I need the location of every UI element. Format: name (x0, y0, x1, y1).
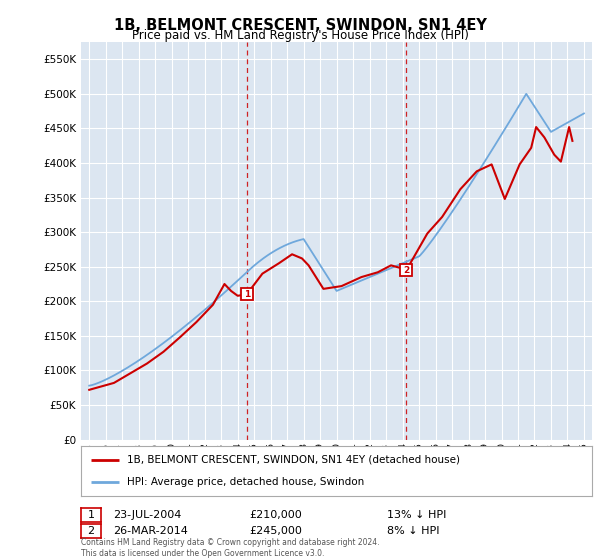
Text: 23-JUL-2004: 23-JUL-2004 (113, 510, 181, 520)
Text: 8% ↓ HPI: 8% ↓ HPI (387, 526, 439, 536)
Text: 13% ↓ HPI: 13% ↓ HPI (387, 510, 446, 520)
Text: 2: 2 (403, 265, 409, 275)
Text: 2: 2 (88, 526, 94, 536)
Text: 1B, BELMONT CRESCENT, SWINDON, SN1 4EY (detached house): 1B, BELMONT CRESCENT, SWINDON, SN1 4EY (… (127, 455, 460, 465)
Text: Contains HM Land Registry data © Crown copyright and database right 2024.
This d: Contains HM Land Registry data © Crown c… (81, 538, 380, 558)
Text: Price paid vs. HM Land Registry's House Price Index (HPI): Price paid vs. HM Land Registry's House … (131, 29, 469, 42)
Text: 1: 1 (88, 510, 94, 520)
Text: £245,000: £245,000 (249, 526, 302, 536)
Text: 26-MAR-2014: 26-MAR-2014 (113, 526, 188, 536)
Text: HPI: Average price, detached house, Swindon: HPI: Average price, detached house, Swin… (127, 477, 364, 487)
Text: 1B, BELMONT CRESCENT, SWINDON, SN1 4EY: 1B, BELMONT CRESCENT, SWINDON, SN1 4EY (113, 18, 487, 33)
Text: £210,000: £210,000 (249, 510, 302, 520)
Text: 1: 1 (244, 290, 250, 299)
